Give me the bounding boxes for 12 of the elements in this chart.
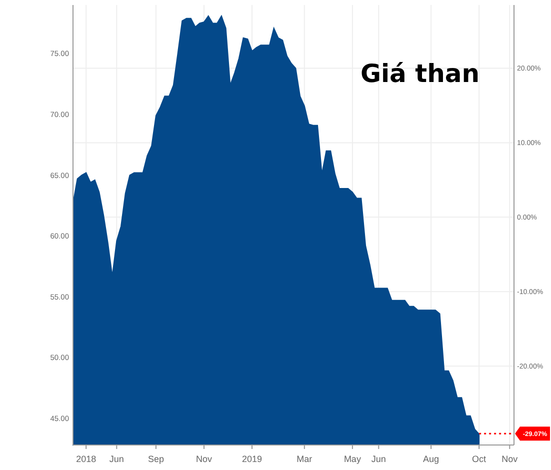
text: Giá than: [360, 59, 480, 88]
x-tick-label: Oct: [472, 454, 487, 464]
x-tick-label: Sep: [148, 454, 164, 464]
x-tick-label: 2019: [242, 454, 262, 464]
x-tick-label: Nov: [502, 454, 518, 464]
x-tick-label: Mar: [296, 454, 312, 464]
x-tick-label: Jun: [371, 454, 386, 464]
x-tick-label: 2018: [76, 454, 96, 464]
x-tick-label: Aug: [423, 454, 440, 464]
x-tick-label: May: [344, 454, 362, 464]
x-tick-label: Nov: [196, 454, 212, 464]
x-tick-label: Jun: [109, 454, 124, 464]
